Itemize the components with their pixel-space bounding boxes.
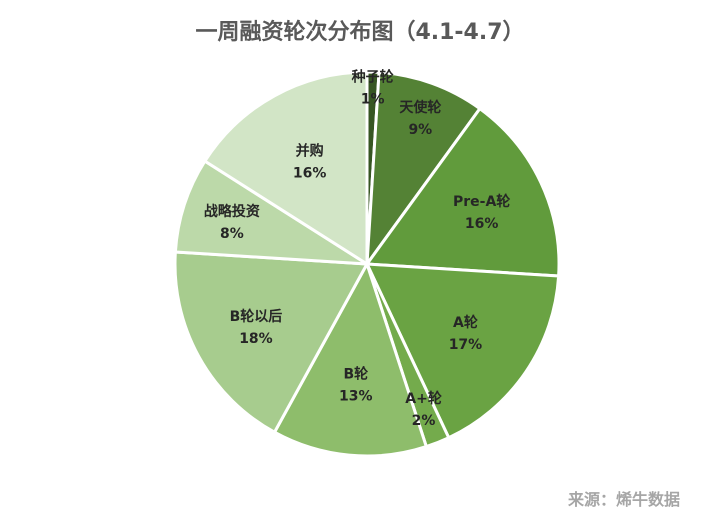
slice-category-label: B轮以后 xyxy=(230,308,283,325)
slice-category-label: Pre-A轮 xyxy=(453,193,510,210)
chart-title: 一周融资轮次分布图（4.1-4.7） xyxy=(195,20,525,45)
slice-category-label: 战略投资 xyxy=(204,203,260,220)
slice-value-label: 9% xyxy=(408,122,432,138)
slice-category-label: 并购 xyxy=(296,143,324,160)
pie-slice xyxy=(173,250,369,434)
slice-value-label: 1% xyxy=(361,92,385,108)
slice-category-label: B轮 xyxy=(343,366,368,383)
slice-category-label: 天使轮 xyxy=(399,99,441,116)
pie-slice xyxy=(365,262,561,440)
pie-slice xyxy=(203,70,369,266)
pie-slice xyxy=(365,70,482,266)
pie-slice xyxy=(365,107,561,278)
source-note: 来源：烯牛数据 xyxy=(567,490,680,509)
pie-slice xyxy=(273,262,428,458)
pie-slice xyxy=(173,159,369,266)
slice-value-label: 13% xyxy=(339,389,373,405)
slice-value-label: 17% xyxy=(449,337,483,353)
slice-value-label: 8% xyxy=(220,226,244,242)
slice-value-label: 16% xyxy=(465,216,499,232)
slice-value-label: 16% xyxy=(293,166,327,182)
slice-value-label: 2% xyxy=(412,413,436,429)
slice-category-label: A轮 xyxy=(453,314,478,331)
slice-category-label: 种子轮 xyxy=(351,69,394,86)
slice-value-label: 18% xyxy=(239,331,273,347)
slice-category-label: A+轮 xyxy=(405,390,442,407)
